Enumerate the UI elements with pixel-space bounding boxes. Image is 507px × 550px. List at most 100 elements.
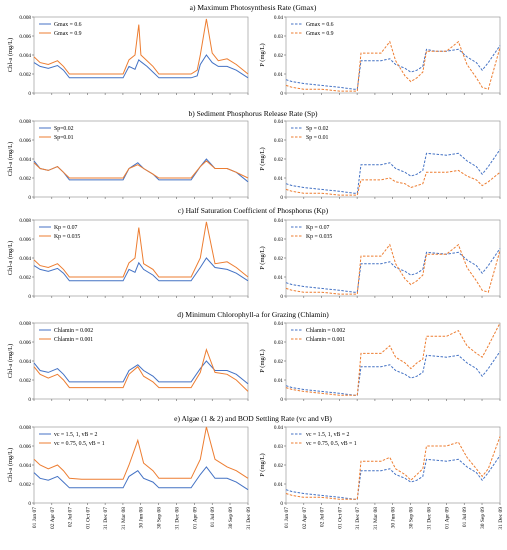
- panel-a-left: a) Maximum Photosynthesis Rate (Gmax) 0 0.…: [7, 3, 317, 97]
- plot-frame: [33, 120, 249, 198]
- y-tick-label: 0.008: [19, 119, 31, 125]
- y-tick-label: 0.004: [19, 359, 31, 365]
- legend-label: Sp=0.01: [54, 135, 74, 141]
- y-tick-label: 0.03: [274, 34, 283, 40]
- x-tick-label: 01 Apr 09: [192, 507, 198, 529]
- legend-label: Chlamin = 0.002: [54, 328, 93, 334]
- x-tick-label: 31 Dec 07: [355, 507, 361, 530]
- y-tick-label: 0.002: [19, 275, 31, 281]
- series-line-2: [33, 160, 249, 179]
- y-tick-label: 0.006: [19, 444, 31, 450]
- y-tick-label: 0.01: [274, 378, 283, 384]
- y-tick-label: 0.004: [19, 53, 31, 59]
- legend-label: vc = 1.5, 1, vB = 2: [306, 432, 350, 438]
- legend-label: Chlamin = 0.001: [306, 337, 345, 343]
- plot-frame: [33, 219, 249, 297]
- legend-label: Kp = 0.07: [306, 225, 329, 231]
- y-tick-label: 0.008: [19, 425, 31, 431]
- plot-frame: [33, 322, 249, 400]
- y-tick-label: 0.002: [19, 72, 31, 78]
- x-tick-label: 02 Jul 07: [320, 507, 326, 527]
- y-tick-label: 0.01: [274, 482, 283, 488]
- x-tick-label: 31 Dec 09: [498, 507, 504, 530]
- y-tick-label: 0.008: [19, 321, 31, 327]
- legend-label: Chlamin = 0.002: [306, 328, 345, 334]
- panel-b-right: 0 0.01 0.02 0.03 0.04 P (mg/L) Sp = 0.02 Sp = 0…: [259, 119, 501, 201]
- plot-frame: [33, 426, 249, 504]
- legend-label: Kp = 0.035: [306, 234, 332, 240]
- x-tick-label: 01 Jan 07: [284, 507, 290, 528]
- panel-b-left: b) Sediment Phosphorus Release Rate (Sp)…: [7, 109, 318, 201]
- x-tick-label: 30 Sep 08: [157, 507, 163, 529]
- panel-c-left: c) Half Saturation Coefficient of Phosph…: [7, 206, 329, 300]
- y-tick-label: 0.01: [274, 275, 283, 281]
- series-line-1: [33, 360, 249, 385]
- y-tick-label: 0: [28, 294, 31, 300]
- y-tick-label: 0.008: [19, 15, 31, 21]
- x-tick-label: 30 Jun 08: [139, 507, 145, 529]
- series-line-1: [33, 257, 249, 282]
- series-line-1: [33, 158, 249, 183]
- y-tick-label: 0: [28, 91, 31, 97]
- panel-title: d) Minimum Chlorophyll-a for Grazing (Ch…: [177, 310, 329, 319]
- y-tick-label: 0.01: [274, 72, 283, 78]
- panel-e-right: 0 0.01 0.02 0.03 0.04 P (mg/L) 01 Jan 07 02 Apr…: [259, 425, 504, 530]
- y-axis-label: Chl-a (mg/L): [7, 241, 14, 275]
- y-tick-label: 0.03: [274, 138, 283, 144]
- legend-label: Gmax = 0.9: [54, 31, 82, 37]
- y-axis-label: P (mg/L): [259, 246, 266, 269]
- y-tick-label: 0: [280, 91, 283, 97]
- legend-label: vc = 0.75, 0.5, vB = 1: [54, 441, 105, 447]
- legend-label: Chlamin = 0.001: [54, 337, 93, 343]
- y-tick-label: 0.04: [274, 119, 283, 125]
- panel-e-left: e) Algae (1 & 2) and BOD Settling Rate (…: [7, 414, 332, 530]
- plot-frame: [285, 426, 501, 504]
- legend-label: Gmax = 0.9: [306, 31, 334, 37]
- plot-frame: [285, 16, 501, 94]
- y-axis-label: P (mg/L): [259, 349, 266, 372]
- y-tick-label: 0.04: [274, 15, 283, 21]
- series-line-1: [285, 455, 501, 500]
- plot-frame: [285, 219, 501, 297]
- x-tick-label: 02 Apr 07: [50, 507, 56, 529]
- y-tick-label: 0.004: [19, 256, 31, 262]
- legend-label: vc = 1.5, 1, vB = 2: [54, 432, 98, 438]
- legend-label: Kp = 0.07: [54, 225, 77, 231]
- panel-title: b) Sediment Phosphorus Release Rate (Sp): [189, 109, 318, 118]
- x-tick-label: 30 Sep 09: [228, 507, 234, 529]
- plot-frame: [285, 120, 501, 198]
- legend-label: Sp = 0.02: [306, 126, 329, 132]
- y-tick-label: 0.006: [19, 340, 31, 346]
- series-line-1: [33, 54, 249, 79]
- x-tick-label: 01 Jul 09: [210, 507, 216, 527]
- series-line-1: [285, 45, 501, 90]
- x-tick-label: 30 Jun 08: [391, 507, 397, 529]
- series-line-2: [33, 18, 249, 75]
- series-line-1: [285, 248, 501, 293]
- x-tick-label: 31 Dec 08: [427, 507, 433, 530]
- y-tick-label: 0.03: [274, 444, 283, 450]
- legend-label: Kp = 0.035: [54, 234, 80, 240]
- y-tick-label: 0: [280, 195, 283, 201]
- y-tick-label: 0.01: [274, 176, 283, 182]
- y-axis-label: Chl-a (mg/L): [7, 448, 14, 482]
- y-axis-label: Chl-a (mg/L): [7, 142, 14, 176]
- y-tick-label: 0.006: [19, 34, 31, 40]
- x-tick-label: 02 Apr 07: [302, 507, 308, 529]
- series-line-2: [285, 169, 501, 196]
- y-tick-label: 0: [280, 294, 283, 300]
- y-axis-label: Chl-a (mg/L): [7, 38, 14, 72]
- x-tick-label: 01 Oct 07: [337, 507, 343, 529]
- series-line-2: [285, 243, 501, 295]
- y-tick-label: 0.004: [19, 157, 31, 163]
- y-tick-label: 0.002: [19, 378, 31, 384]
- x-tick-label: 31 Dec 07: [103, 507, 109, 530]
- y-tick-label: 0.02: [274, 157, 283, 163]
- plot-frame: [285, 322, 501, 400]
- legend-label: vc = 0.75, 0.5, vB = 1: [306, 441, 357, 447]
- series-line-2: [285, 40, 501, 92]
- y-tick-label: 0: [28, 195, 31, 201]
- y-tick-label: 0: [280, 501, 283, 507]
- x-tick-label: 31 Mar 08: [373, 507, 379, 530]
- panel-d-left: d) Minimum Chlorophyll-a for Grazing (Ch…: [7, 310, 329, 403]
